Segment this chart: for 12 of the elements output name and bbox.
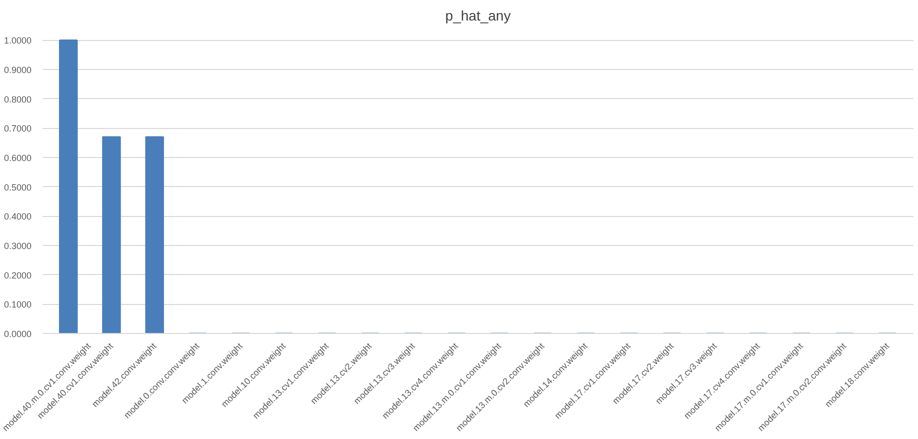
y-tick-label: 0.2000: [4, 270, 32, 280]
y-tick-label: 0.8000: [4, 94, 32, 104]
y-tick-label: 0.5000: [4, 182, 32, 192]
y-tick-label: 0.0000: [4, 329, 32, 339]
y-tick-label: 0.9000: [4, 65, 32, 76]
y-tick-label: 0.1000: [4, 300, 32, 310]
y-tick-label: 0.7000: [4, 124, 32, 134]
y-tick-label: 1.0000: [4, 36, 32, 46]
chart-title: p_hat_any: [445, 8, 511, 24]
y-tick-label: 0.3000: [4, 241, 32, 252]
y-tick-label: 0.6000: [4, 153, 32, 164]
y-tick-label: 0.4000: [4, 212, 32, 222]
